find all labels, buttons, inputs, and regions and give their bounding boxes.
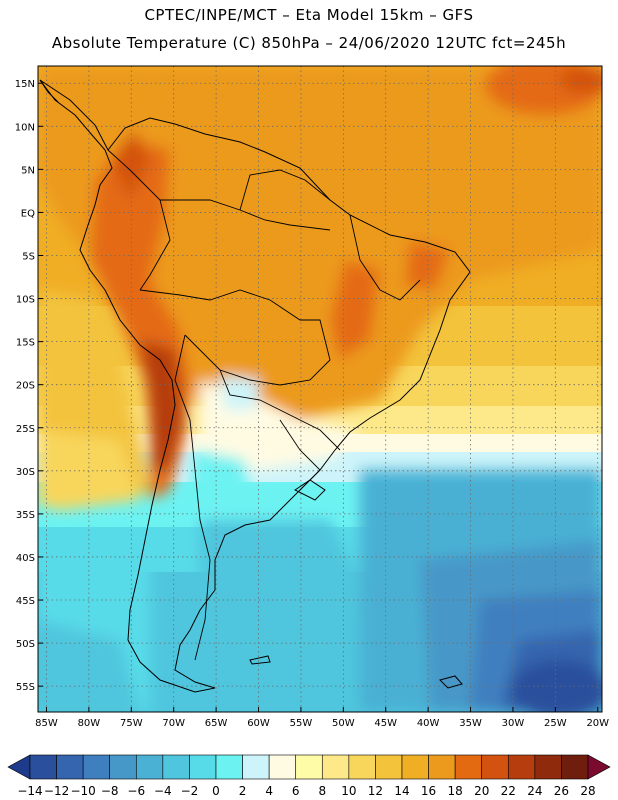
lon-tick-label: 70W [162, 718, 185, 729]
lon-tick-label: 35W [459, 718, 482, 729]
colorbar-swatch [109, 754, 137, 780]
coastline [39, 79, 471, 693]
colorbar-swatch [534, 754, 562, 780]
colorbar-label: −10 [70, 784, 95, 798]
colorbar-label: −14 [17, 784, 42, 798]
title-line-1: CPTEC/INPE/MCT – Eta Model 15km – GFS [144, 6, 474, 24]
colorbar-swatch [295, 754, 323, 780]
lon-tick-label: 45W [374, 718, 397, 729]
country-borders [107, 149, 421, 661]
colorbar-swatch [215, 754, 243, 780]
lat-tick-label: 30S [16, 467, 35, 478]
lat-tick-label: 5S [22, 251, 35, 262]
lat-tick-label: 10N [15, 122, 35, 133]
colorbar-label: −6 [127, 784, 145, 798]
lat-tick-label: 5N [21, 165, 35, 176]
lat-tick-label: 45S [16, 596, 35, 607]
colorbar-label: 10 [341, 784, 356, 798]
colorbar-label: 18 [448, 784, 463, 798]
colorbar-swatch [428, 754, 456, 780]
colorbar-swatch [162, 754, 190, 780]
title-line-2: Absolute Temperature (C) 850hPa – 24/06/… [51, 34, 567, 52]
colorbar-swatch [321, 754, 350, 780]
colorbar-label: 0 [212, 784, 220, 798]
lat-tick-label: 40S [16, 553, 35, 564]
longitude-labels: 85W 80W 75W 70W 65W 60W 55W 50W 45W 40W 35W 30W 25W 2… [35, 718, 609, 729]
colorbar-label: 6 [292, 784, 300, 798]
colorbar-swatch [268, 754, 297, 780]
lat-tick-label: 50S [16, 639, 35, 650]
colorbar-swatch [82, 754, 111, 780]
colorbar [7, 754, 611, 780]
lat-tick-label: 35S [16, 510, 35, 521]
lat-tick-label: 10S [16, 295, 35, 306]
colorbar-label: 20 [474, 784, 489, 798]
colorbar-label: −12 [44, 784, 69, 798]
lon-tick-label: 30W [502, 718, 525, 729]
colorbar-swatch [454, 754, 483, 780]
colorbar-label: 4 [265, 784, 273, 798]
colorbar-label: 26 [554, 784, 569, 798]
colorbar-swatch [29, 754, 57, 780]
colorbar-swatch [401, 754, 429, 780]
temperature-field [38, 66, 602, 712]
colorbar-swatch [189, 754, 217, 780]
lat-tick-label: EQ [21, 208, 35, 219]
colorbar-label: 8 [318, 784, 326, 798]
lon-tick-label: 65W [205, 718, 228, 729]
lat-tick-label: 55S [16, 682, 35, 693]
colorbar-swatch [348, 754, 376, 780]
lon-tick-label: 50W [332, 718, 355, 729]
colorbar-max-arrow [587, 754, 611, 780]
axis-ticks [38, 82, 599, 712]
colorbar-swatch [242, 754, 270, 780]
colorbar-label: −4 [154, 784, 172, 798]
colorbar-label: 16 [421, 784, 436, 798]
lon-tick-label: 25W [544, 718, 567, 729]
colorbar-labels: −14 −12 −10 −8 −6 −4 −2 0 2 4 6 8 10 12 14 16 18 20 22 24 26… [17, 784, 595, 798]
colorbar-swatch [481, 754, 509, 780]
colorbar-swatch [375, 754, 403, 780]
colorbar-swatch [561, 754, 589, 780]
colorbar-label: −2 [181, 784, 199, 798]
colorbar-label: 24 [527, 784, 542, 798]
latitude-labels: 15N 10N 5N EQ 5S 10S 15S 20S 25S 30S 35S 40S 45S 50S 5… [15, 79, 35, 693]
lat-tick-label: 25S [16, 424, 35, 435]
colorbar-label: 22 [501, 784, 516, 798]
colorbar-label: 28 [580, 784, 595, 798]
lon-tick-label: 85W [35, 718, 58, 729]
lon-tick-label: 55W [290, 718, 313, 729]
colorbar-label: −8 [101, 784, 119, 798]
map-frame [37, 65, 603, 713]
colorbar-swatch [56, 754, 84, 780]
lon-tick-label: 20W [586, 718, 609, 729]
colorbar-label: 14 [394, 784, 409, 798]
lat-tick-label: 15N [15, 79, 35, 90]
colorbar-min-arrow [7, 754, 31, 780]
lon-tick-label: 75W [120, 718, 143, 729]
lat-tick-label: 20S [16, 381, 35, 392]
colorbar-swatch [135, 754, 164, 780]
colorbar-label: 12 [368, 784, 383, 798]
lon-tick-label: 40W [417, 718, 440, 729]
lon-tick-label: 80W [78, 718, 101, 729]
colorbar-label: 2 [239, 784, 247, 798]
colorbar-swatch [507, 754, 536, 780]
lon-tick-label: 60W [247, 718, 270, 729]
lat-tick-label: 15S [16, 338, 35, 349]
